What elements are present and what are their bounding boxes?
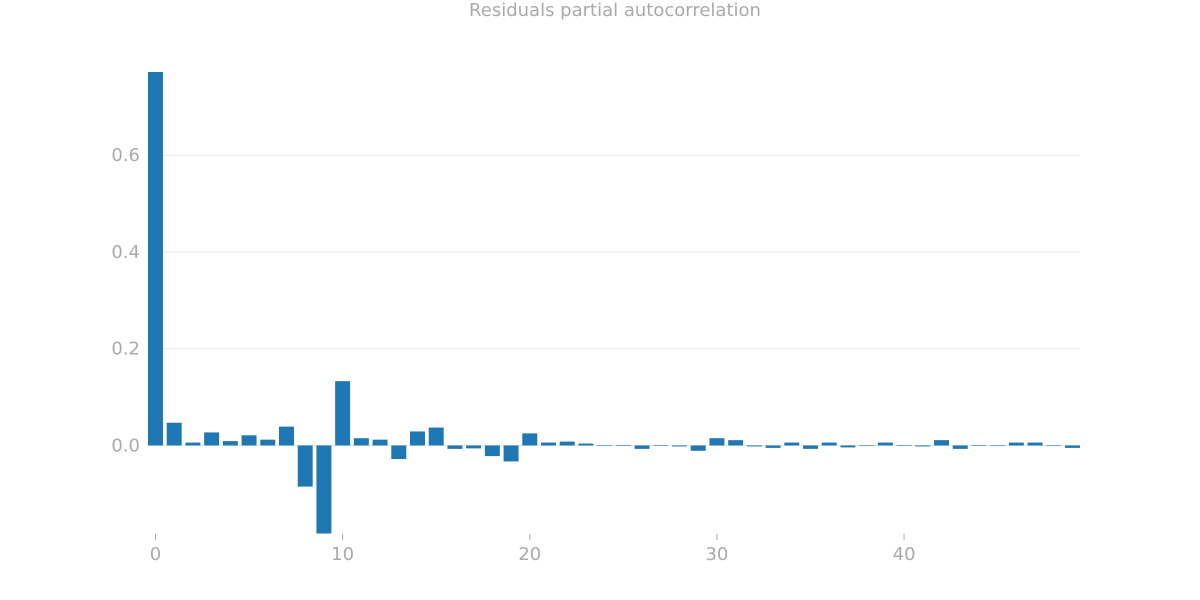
bar-lag-20 bbox=[522, 433, 538, 446]
x-tick-label: 30 bbox=[705, 544, 728, 565]
x-tick-label: 0 bbox=[150, 544, 161, 565]
bar-lag-34 bbox=[784, 442, 800, 446]
bar-lag-49 bbox=[1065, 445, 1080, 448]
bar-lag-14 bbox=[410, 431, 425, 446]
bar-lag-44 bbox=[971, 444, 987, 446]
bar-lag-16 bbox=[447, 445, 463, 449]
bar-lag-43 bbox=[952, 445, 968, 449]
bar-lag-36 bbox=[821, 442, 837, 446]
x-axis-ticks: 0 10 20 30 40 bbox=[150, 534, 916, 565]
bar-lag-3 bbox=[204, 432, 220, 446]
bar-lag-38 bbox=[859, 445, 875, 447]
bar-lag-31 bbox=[728, 440, 744, 446]
bar-lag-9 bbox=[316, 445, 332, 534]
bar-lag-4 bbox=[222, 441, 238, 446]
bar-lag-23 bbox=[578, 443, 594, 446]
bar-lag-29 bbox=[690, 445, 706, 451]
bar-lag-18 bbox=[484, 445, 500, 457]
bar-lag-26 bbox=[634, 445, 650, 449]
bar-lag-11 bbox=[353, 438, 369, 446]
bar-lag-13 bbox=[391, 445, 407, 460]
bar-lag-10 bbox=[335, 381, 351, 446]
bar-lag-46 bbox=[1008, 442, 1024, 446]
bar-lag-27 bbox=[653, 444, 669, 446]
bar-lag-21 bbox=[541, 442, 556, 446]
bar-lag-7 bbox=[279, 426, 294, 446]
grid-lines bbox=[148, 154, 1080, 446]
bar-lag-12 bbox=[372, 439, 388, 446]
bar-lag-41 bbox=[915, 445, 931, 447]
bar-lag-47 bbox=[1027, 442, 1043, 446]
bar-lag-1 bbox=[166, 422, 182, 446]
x-tick-label: 10 bbox=[331, 544, 354, 565]
bar-lag-19 bbox=[503, 445, 519, 462]
bar-lag-25 bbox=[615, 444, 631, 446]
bar-lag-17 bbox=[466, 445, 482, 449]
bar-lag-2 bbox=[185, 442, 201, 446]
y-tick-label: 0.6 bbox=[111, 145, 140, 166]
bar-lag-0 bbox=[148, 72, 163, 446]
chart-title: Residuals partial autocorrelation bbox=[469, 0, 761, 21]
x-tick-label: 20 bbox=[518, 544, 541, 565]
bar-lag-42 bbox=[934, 440, 949, 446]
bar-lag-8 bbox=[297, 445, 313, 487]
bar-lag-32 bbox=[746, 445, 762, 447]
bar-lag-48 bbox=[1046, 445, 1062, 447]
x-tick-label: 40 bbox=[893, 544, 916, 565]
bar-lag-45 bbox=[990, 445, 1006, 447]
bar-lag-24 bbox=[597, 445, 613, 447]
y-tick-label: 0.4 bbox=[111, 242, 140, 263]
bar-lag-5 bbox=[241, 435, 257, 446]
bar-lag-30 bbox=[709, 438, 725, 446]
bar-lag-28 bbox=[672, 445, 687, 447]
bar-lag-22 bbox=[559, 441, 575, 446]
bars bbox=[148, 72, 1080, 534]
bar-lag-40 bbox=[896, 444, 912, 446]
bar-lag-37 bbox=[840, 445, 856, 448]
bar-lag-35 bbox=[803, 445, 818, 449]
bar-lag-15 bbox=[428, 427, 444, 446]
y-tick-label: 0.2 bbox=[111, 339, 140, 360]
bar-lag-39 bbox=[877, 442, 893, 446]
y-axis-ticks: 0.0 0.2 0.4 0.6 bbox=[111, 145, 140, 456]
y-tick-label: 0.0 bbox=[111, 435, 140, 456]
bar-lag-33 bbox=[765, 445, 781, 448]
bar-lag-6 bbox=[260, 439, 276, 446]
